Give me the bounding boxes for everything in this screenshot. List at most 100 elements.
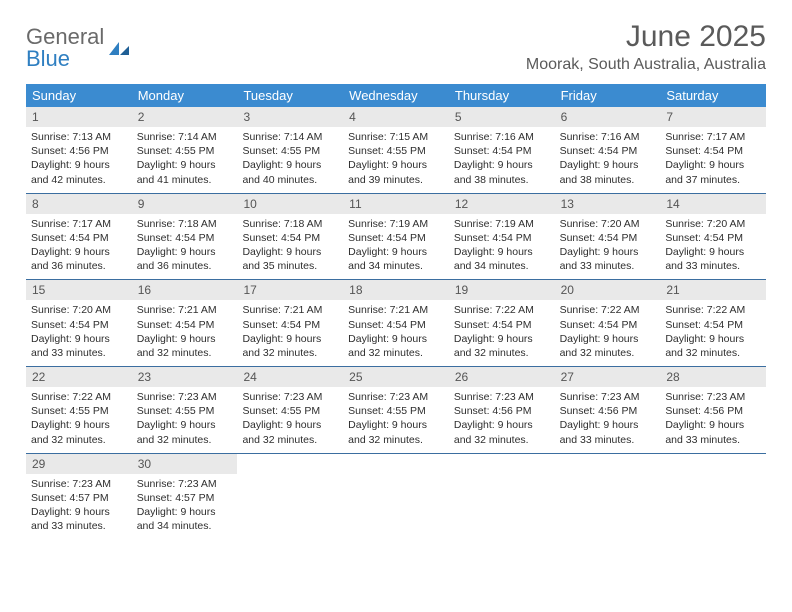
day-body: Sunrise: 7:21 AMSunset: 4:54 PMDaylight:… xyxy=(343,300,449,362)
day-number: 17 xyxy=(237,280,343,300)
sunset-line: Sunset: 4:56 PM xyxy=(665,404,761,418)
sunrise-line: Sunrise: 7:20 AM xyxy=(560,217,656,231)
day-body: Sunrise: 7:20 AMSunset: 4:54 PMDaylight:… xyxy=(555,214,661,276)
sunrise-line: Sunrise: 7:19 AM xyxy=(454,217,550,231)
calendar-day-cell xyxy=(449,454,555,540)
day-body: Sunrise: 7:23 AMSunset: 4:56 PMDaylight:… xyxy=(660,387,766,449)
weekday-header-row: SundayMondayTuesdayWednesdayThursdayFrid… xyxy=(26,84,766,107)
day-body: Sunrise: 7:18 AMSunset: 4:54 PMDaylight:… xyxy=(132,214,238,276)
calendar-day-cell: 21Sunrise: 7:22 AMSunset: 4:54 PMDayligh… xyxy=(660,280,766,366)
sunrise-line: Sunrise: 7:17 AM xyxy=(665,130,761,144)
daylight-line: Daylight: 9 hours and 36 minutes. xyxy=(31,245,127,273)
calendar-day-cell: 28Sunrise: 7:23 AMSunset: 4:56 PMDayligh… xyxy=(660,367,766,453)
sunrise-line: Sunrise: 7:21 AM xyxy=(242,303,338,317)
day-body: Sunrise: 7:22 AMSunset: 4:54 PMDaylight:… xyxy=(555,300,661,362)
daylight-line: Daylight: 9 hours and 33 minutes. xyxy=(665,245,761,273)
sunset-line: Sunset: 4:54 PM xyxy=(31,231,127,245)
calendar-day-cell: 15Sunrise: 7:20 AMSunset: 4:54 PMDayligh… xyxy=(26,280,132,366)
day-body: Sunrise: 7:23 AMSunset: 4:57 PMDaylight:… xyxy=(132,474,238,536)
brand-sail-icon xyxy=(107,40,131,58)
day-body: Sunrise: 7:23 AMSunset: 4:55 PMDaylight:… xyxy=(343,387,449,449)
day-number: 29 xyxy=(26,454,132,474)
sunset-line: Sunset: 4:54 PM xyxy=(137,231,233,245)
sunset-line: Sunset: 4:54 PM xyxy=(665,231,761,245)
calendar-day-cell: 22Sunrise: 7:22 AMSunset: 4:55 PMDayligh… xyxy=(26,367,132,453)
calendar-week-row: 1Sunrise: 7:13 AMSunset: 4:56 PMDaylight… xyxy=(26,107,766,194)
sunrise-line: Sunrise: 7:22 AM xyxy=(454,303,550,317)
brand-text: General Blue xyxy=(26,26,104,70)
sunset-line: Sunset: 4:54 PM xyxy=(560,318,656,332)
brand-logo: General Blue xyxy=(26,26,131,70)
calendar-page: General Blue June 2025 Moorak, South Aus… xyxy=(0,0,792,559)
calendar-day-cell: 12Sunrise: 7:19 AMSunset: 4:54 PMDayligh… xyxy=(449,194,555,280)
daylight-line: Daylight: 9 hours and 34 minutes. xyxy=(137,505,233,533)
sunset-line: Sunset: 4:54 PM xyxy=(665,144,761,158)
day-number: 11 xyxy=(343,194,449,214)
weekday-header-cell: Tuesday xyxy=(237,84,343,107)
day-number: 4 xyxy=(343,107,449,127)
sunset-line: Sunset: 4:54 PM xyxy=(454,231,550,245)
daylight-line: Daylight: 9 hours and 42 minutes. xyxy=(31,158,127,186)
calendar-day-cell: 26 Sunrise: 7:23 AMSunset: 4:56 PMDayligh… xyxy=(449,367,555,453)
day-number: 22 xyxy=(26,367,132,387)
daylight-line: Daylight: 9 hours and 33 minutes. xyxy=(31,332,127,360)
day-body: Sunrise: 7:23 AMSunset: 4:57 PMDaylight:… xyxy=(26,474,132,536)
calendar-day-cell: 13Sunrise: 7:20 AMSunset: 4:54 PMDayligh… xyxy=(555,194,661,280)
calendar-day-cell: 29Sunrise: 7:23 AMSunset: 4:57 PMDayligh… xyxy=(26,454,132,540)
sunset-line: Sunset: 4:54 PM xyxy=(348,318,444,332)
day-body: Sunrise: 7:14 AMSunset: 4:55 PMDaylight:… xyxy=(132,127,238,189)
sunrise-line: Sunrise: 7:23 AM xyxy=(348,390,444,404)
title-block: June 2025 Moorak, South Australia, Austr… xyxy=(526,20,766,74)
sunset-line: Sunset: 4:55 PM xyxy=(242,404,338,418)
daylight-line: Daylight: 9 hours and 36 minutes. xyxy=(137,245,233,273)
sunrise-line: Sunrise: 7:15 AM xyxy=(348,130,444,144)
calendar-day-cell: 25Sunrise: 7:23 AMSunset: 4:55 PMDayligh… xyxy=(343,367,449,453)
calendar: SundayMondayTuesdayWednesdayThursdayFrid… xyxy=(26,84,766,539)
calendar-day-cell: 7Sunrise: 7:17 AMSunset: 4:54 PMDaylight… xyxy=(660,107,766,193)
sunrise-line: Sunrise: 7:22 AM xyxy=(31,390,127,404)
calendar-day-cell: 14Sunrise: 7:20 AMSunset: 4:54 PMDayligh… xyxy=(660,194,766,280)
calendar-day-cell: 2Sunrise: 7:14 AMSunset: 4:55 PMDaylight… xyxy=(132,107,238,193)
weekday-header-cell: Saturday xyxy=(660,84,766,107)
daylight-line: Daylight: 9 hours and 32 minutes. xyxy=(454,418,550,446)
sunset-line: Sunset: 4:54 PM xyxy=(137,318,233,332)
daylight-line: Daylight: 9 hours and 33 minutes. xyxy=(560,418,656,446)
calendar-weeks: 1Sunrise: 7:13 AMSunset: 4:56 PMDaylight… xyxy=(26,107,766,539)
calendar-day-cell: 9Sunrise: 7:18 AMSunset: 4:54 PMDaylight… xyxy=(132,194,238,280)
daylight-line: Daylight: 9 hours and 34 minutes. xyxy=(454,245,550,273)
calendar-day-cell: 20Sunrise: 7:22 AMSunset: 4:54 PMDayligh… xyxy=(555,280,661,366)
day-body: Sunrise: 7:23 AMSunset: 4:56 PMDaylight:… xyxy=(555,387,661,449)
sunrise-line: Sunrise: 7:23 AM xyxy=(137,477,233,491)
calendar-week-row: 22 Sunrise: 7:22 AM Sunset: 4:55 PM Dayligh… xyxy=(26,367,766,454)
day-number: 19 xyxy=(449,280,555,300)
sunset-line: Sunset: 4:54 PM xyxy=(560,144,656,158)
calendar-day-cell: 8Sunrise: 7:17 AMSunset: 4:54 PMDaylight… xyxy=(26,194,132,280)
day-body: Sunrise: 7:23 AMSunset: 4:55 PMDaylight:… xyxy=(237,387,343,449)
sunrise-line: Sunrise: 7:23 AM xyxy=(242,390,338,404)
sunset-line: Sunset: 4:56 PM xyxy=(454,404,550,418)
day-body: Sunrise: 7:17 AMSunset: 4:54 PMDaylight:… xyxy=(26,214,132,276)
calendar-day-cell: 1Sunrise: 7:13 AMSunset: 4:56 PMDaylight… xyxy=(26,107,132,193)
day-number: 13 xyxy=(555,194,661,214)
day-body: Sunrise: 7:15 AMSunset: 4:55 PMDaylight:… xyxy=(343,127,449,189)
calendar-day-cell xyxy=(660,454,766,540)
sunrise-line: Sunrise: 7:23 AM xyxy=(454,390,550,404)
sunrise-line: Sunrise: 7:23 AM xyxy=(560,390,656,404)
page-subtitle: Moorak, South Australia, Australia xyxy=(526,56,766,74)
day-number: 9 xyxy=(132,194,238,214)
daylight-line: Daylight: 9 hours and 32 minutes. xyxy=(137,332,233,360)
day-body: Sunrise: 7:23 AMSunset: 4:55 PMDaylight:… xyxy=(132,387,238,449)
daylight-line: Daylight: 9 hours and 32 minutes. xyxy=(560,332,656,360)
daylight-line: Daylight: 9 hours and 40 minutes. xyxy=(242,158,338,186)
day-body: Sunrise: 7:19 AMSunset: 4:54 PMDaylight:… xyxy=(343,214,449,276)
sunset-line: Sunset: 4:54 PM xyxy=(665,318,761,332)
sunset-line: Sunset: 4:54 PM xyxy=(560,231,656,245)
daylight-line: Daylight: 9 hours and 38 minutes. xyxy=(454,158,550,186)
day-number: 26 xyxy=(449,367,555,387)
day-body: Sunrise: 7:17 AMSunset: 4:54 PMDaylight:… xyxy=(660,127,766,189)
sunset-line: Sunset: 4:57 PM xyxy=(31,491,127,505)
calendar-day-cell: 11Sunrise: 7:19 AMSunset: 4:54 PMDayligh… xyxy=(343,194,449,280)
sunrise-line: Sunrise: 7:22 AM xyxy=(665,303,761,317)
sunset-line: Sunset: 4:55 PM xyxy=(242,144,338,158)
day-body: Sunrise: 7:22 AMSunset: 4:54 PMDaylight:… xyxy=(660,300,766,362)
